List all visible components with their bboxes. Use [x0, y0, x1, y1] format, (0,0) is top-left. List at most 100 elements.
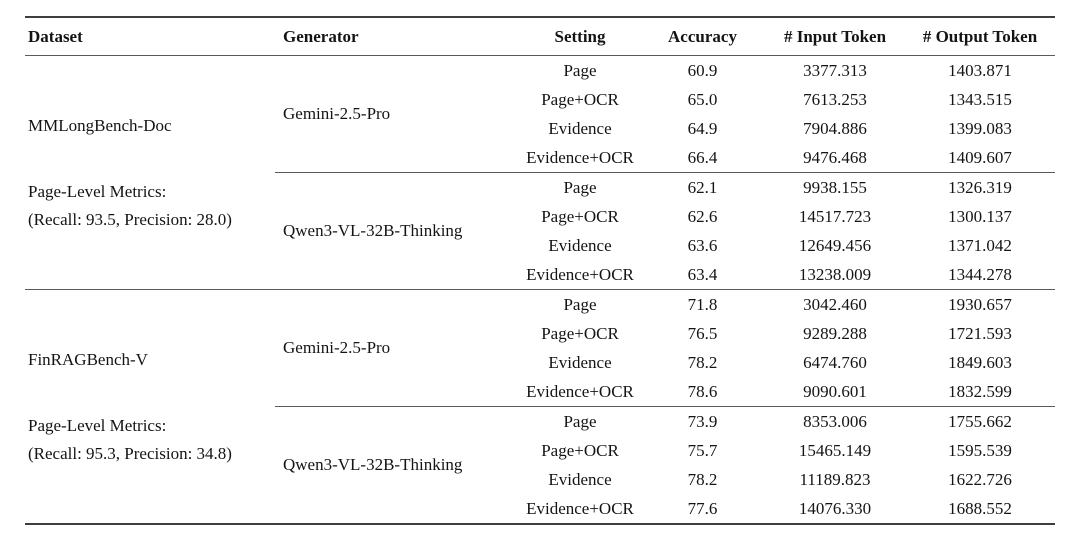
accuracy-cell: 75.7 — [687, 440, 718, 460]
output-token-cell: 1344.278 — [948, 264, 1012, 284]
setting-cell: Evidence+OCR — [526, 147, 634, 167]
output-token-cell: 1343.515 — [948, 89, 1012, 109]
generator-cell: Gemini-2.5-Pro — [283, 104, 391, 123]
table-row: Evidence 78.2 11189.823 1622.726 — [25, 465, 1055, 494]
accuracy-cell: 62.6 — [687, 206, 718, 226]
dataset-metrics-line1: Page-Level Metrics: — [28, 181, 167, 201]
generator-cell: Qwen3-VL-32B-Thinking — [275, 172, 520, 290]
accuracy-cell: 62.1 — [640, 172, 765, 202]
dataset-name: MMLongBench-Doc — [28, 115, 172, 135]
output-token-cell: 1371.042 — [948, 235, 1012, 255]
results-table: Dataset Generator Setting Accuracy # Inp… — [25, 16, 1055, 525]
header-row: Dataset Generator Setting Accuracy # Inp… — [25, 17, 1055, 56]
table-row: FinRAGBench-V Page-Level Metrics: (Recal… — [25, 289, 1055, 524]
setting-cell: Evidence+OCR — [526, 381, 634, 401]
input-token-cell: 13238.009 — [798, 264, 872, 284]
table-row: Page+OCR 62.6 14517.723 1300.137 — [25, 202, 1055, 231]
accuracy-cell: 78.2 — [687, 352, 718, 372]
accuracy-cell: 60.9 — [687, 60, 718, 80]
setting-cell: Page+OCR — [541, 206, 619, 226]
accuracy-cell: 64.9 — [687, 118, 718, 138]
table-row: Page+OCR 76.5 9289.288 1721.593 — [25, 319, 1055, 348]
col-header-input-token: # Input Token — [765, 17, 905, 56]
dataset-metrics-line2: (Recall: 95.3, Precision: 34.8) — [28, 443, 232, 463]
col-header-generator: Generator — [275, 17, 520, 56]
table-row: Evidence 63.6 12649.456 1371.042 — [25, 231, 1055, 260]
input-token-cell: 3042.460 — [765, 289, 905, 319]
output-token-cell: 1755.662 — [905, 406, 1055, 436]
input-token-cell: 15465.149 — [798, 440, 872, 460]
table-row: Qwen3-VL-32B-Thinking Page 73.9 8353.006… — [25, 406, 1055, 524]
col-header-accuracy: Accuracy — [640, 17, 765, 56]
output-token-cell: 1326.319 — [905, 172, 1055, 202]
setting-cell: Evidence — [548, 118, 612, 138]
accuracy-cell: 63.6 — [687, 235, 718, 255]
table-row: Evidence 64.9 7904.886 1399.083 — [25, 114, 1055, 143]
accuracy-cell: 73.9 — [640, 406, 765, 436]
setting-cell: Page+OCR — [541, 440, 619, 460]
setting-cell: Evidence+OCR — [526, 498, 634, 518]
output-token-cell: 1399.083 — [948, 118, 1012, 138]
input-token-cell: 12649.456 — [798, 235, 872, 255]
output-token-cell: 1622.726 — [948, 469, 1012, 489]
output-token-cell: 1849.603 — [948, 352, 1012, 372]
setting-cell: Page — [520, 172, 640, 202]
input-token-cell: 9289.288 — [803, 323, 867, 343]
setting-cell: Page — [520, 289, 640, 319]
generator-cell: Qwen3-VL-32B-Thinking — [275, 406, 520, 524]
table-header: Dataset Generator Setting Accuracy # Inp… — [25, 17, 1055, 56]
input-token-cell: 11189.823 — [799, 469, 871, 489]
dataset-cell: MMLongBench-Doc Page-Level Metrics: (Rec… — [25, 56, 275, 290]
table-row: Evidence+OCR 63.4 13238.009 1344.278 — [25, 260, 1055, 290]
input-token-cell: 14076.330 — [798, 498, 872, 518]
input-token-cell: 8353.006 — [765, 406, 905, 436]
setting-cell: Page+OCR — [541, 89, 619, 109]
accuracy-cell: 77.6 — [687, 498, 718, 518]
input-token-cell: 14517.723 — [798, 206, 872, 226]
accuracy-cell: 65.0 — [687, 89, 718, 109]
setting-cell: Evidence — [548, 352, 612, 372]
accuracy-cell: 66.4 — [687, 147, 718, 167]
table-row: Evidence+OCR 77.6 14076.330 1688.552 — [25, 494, 1055, 524]
setting-cell: Page — [563, 60, 597, 80]
table-body: MMLongBench-Doc Page-Level Metrics: (Rec… — [25, 56, 1055, 524]
input-token-cell: 9476.468 — [803, 147, 867, 167]
output-token-cell: 1595.539 — [948, 440, 1012, 460]
output-token-cell: 1403.871 — [948, 60, 1012, 80]
input-token-cell: 7613.253 — [803, 89, 867, 109]
dataset-metrics: Page-Level Metrics: (Recall: 93.5, Preci… — [28, 178, 275, 234]
accuracy-cell: 71.8 — [640, 289, 765, 319]
table-row: Evidence+OCR 78.6 9090.601 1832.599 — [25, 377, 1055, 407]
table-row: Evidence+OCR 66.4 9476.468 1409.607 — [25, 143, 1055, 173]
output-token-cell: 1300.137 — [948, 206, 1012, 226]
output-token-cell: 1409.607 — [948, 147, 1012, 167]
input-token-cell: 3377.313 — [803, 60, 867, 80]
dataset-metrics-line2: (Recall: 93.5, Precision: 28.0) — [28, 209, 232, 229]
table-row: Page+OCR 75.7 15465.149 1595.539 — [25, 436, 1055, 465]
col-header-output-token: # Output Token — [905, 17, 1055, 56]
accuracy-cell: 78.2 — [687, 469, 718, 489]
dataset-name: FinRAGBench-V — [28, 349, 148, 369]
accuracy-cell: 78.6 — [687, 381, 718, 401]
table-row: Qwen3-VL-32B-Thinking Page 62.1 9938.155… — [25, 172, 1055, 290]
setting-cell: Evidence+OCR — [526, 264, 634, 284]
generator-cell: Gemini-2.5-Pro — [275, 289, 520, 407]
input-token-cell: 6474.760 — [803, 352, 867, 372]
output-token-cell: 1832.599 — [948, 381, 1012, 401]
setting-cell: Evidence — [548, 235, 612, 255]
dataset-cell: FinRAGBench-V Page-Level Metrics: (Recal… — [25, 289, 275, 524]
output-token-cell: 1721.593 — [948, 323, 1012, 343]
setting-cell: Page+OCR — [541, 323, 619, 343]
dataset-metrics: Page-Level Metrics: (Recall: 95.3, Preci… — [28, 412, 275, 468]
output-token-cell: 1688.552 — [948, 498, 1012, 518]
accuracy-cell: 63.4 — [687, 264, 718, 284]
accuracy-cell: 76.5 — [687, 323, 718, 343]
col-header-dataset: Dataset — [25, 17, 275, 56]
output-token-cell: 1930.657 — [905, 289, 1055, 319]
input-token-cell: 9090.601 — [803, 381, 867, 401]
setting-cell: Page — [520, 406, 640, 436]
table-row: MMLongBench-Doc Page-Level Metrics: (Rec… — [25, 56, 1055, 229]
col-header-setting: Setting — [520, 17, 640, 56]
table-row: Page+OCR 65.0 7613.253 1343.515 — [25, 85, 1055, 114]
